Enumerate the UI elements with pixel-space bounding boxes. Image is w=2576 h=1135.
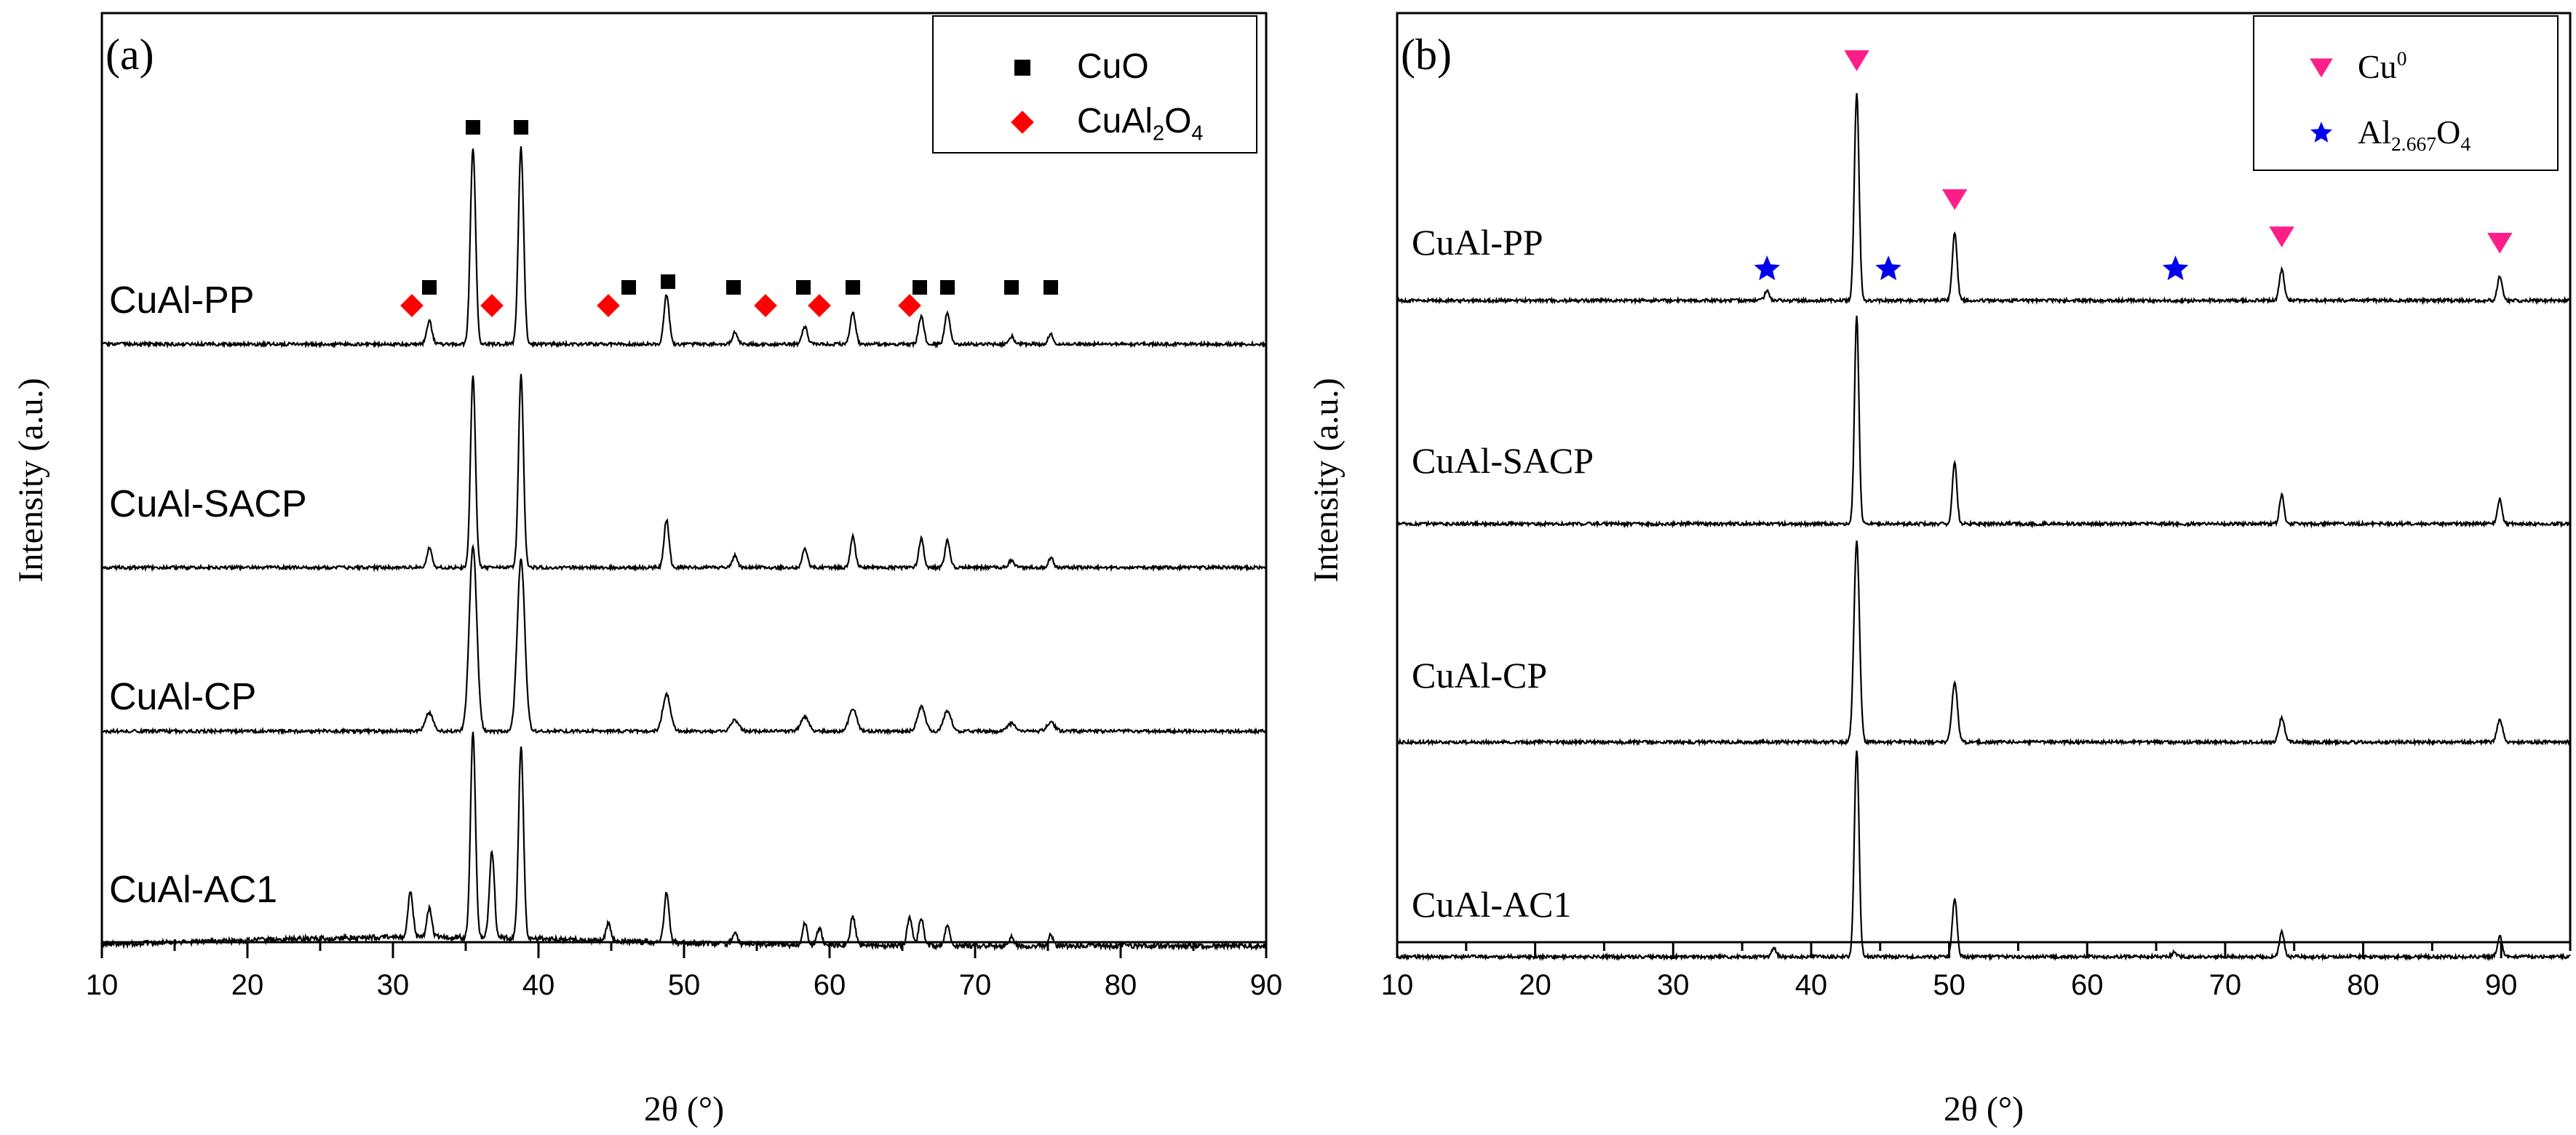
panel-b-traces: CuAl-PP CuAl-SACP CuAl-CP CuAl-AC1 — [1396, 92, 2572, 962]
cuo-marker — [621, 280, 636, 295]
legend-label-main: O — [2436, 114, 2460, 151]
panel-b-frame — [1396, 12, 2572, 944]
series-line — [101, 146, 1267, 349]
series-line — [101, 731, 1267, 952]
legend-label-main: Cu — [2358, 48, 2397, 85]
series-line — [101, 543, 1267, 736]
cuo-marker — [422, 280, 437, 295]
cual2o4-marker — [480, 294, 504, 317]
cual2o4-marker — [597, 294, 620, 317]
legend-label-subscript: 2.667 — [2391, 132, 2436, 155]
legend-label-subscript: 2 — [1153, 122, 1164, 146]
cuo-marker — [796, 280, 811, 295]
panel-a-y-axis-label: Intensity (a.u.) — [12, 378, 50, 582]
cu0-marker — [1844, 50, 1869, 71]
x-tick-label: 70 — [959, 969, 992, 1001]
al-oxide-marker — [1754, 255, 1781, 281]
panel-a-traces: CuAl-PP CuAl-SACP CuAl-CP CuAl-AC1 — [100, 146, 1267, 952]
x-tick-label: 60 — [2071, 969, 2104, 1001]
series-line — [100, 373, 1267, 573]
x-tick-label: 10 — [86, 969, 119, 1001]
x-tick-label: 30 — [1657, 969, 1690, 1001]
panel-a-x-axis-label: 2θ (°) — [644, 1090, 724, 1128]
legend-label-main: CuAl — [1077, 102, 1153, 140]
cu0-marker — [2269, 226, 2294, 247]
series-line — [1396, 315, 2572, 529]
cual2o4-marker — [808, 294, 831, 317]
series-line — [1396, 540, 2571, 747]
panel-b-x-ticks: 10 20 30 40 50 60 70 80 90 — [1381, 942, 2572, 1001]
series-label: CuAl-SACP — [1412, 440, 1594, 481]
al-oxide-marker — [2162, 255, 2189, 281]
cuo-marker — [940, 280, 955, 295]
panel-a-label: (a) — [106, 31, 154, 79]
panel-b-x-axis-label: 2θ (°) — [1944, 1090, 2024, 1128]
panel-b-label: (b) — [1401, 31, 1452, 79]
cu0-marker — [2487, 232, 2513, 254]
x-tick-label: 90 — [2485, 969, 2518, 1001]
cuo-marker — [846, 280, 860, 295]
x-tick-label: 50 — [1933, 969, 1965, 1001]
legend-label-main: CuO — [1077, 47, 1149, 86]
legend-symbol — [2310, 122, 2333, 143]
series-label: CuAl-SACP — [109, 483, 307, 525]
al-oxide-marker — [1875, 255, 1901, 281]
legend-label-superscript: 0 — [2397, 47, 2407, 70]
panel-b-legend: Cu0 Al2.667O4 — [2253, 15, 2559, 171]
panel-a-legend: CuO CuAl2O4 — [932, 15, 1257, 154]
x-tick-label: 40 — [522, 969, 555, 1001]
legend-symbol — [1011, 111, 1034, 134]
panel-b-y-axis-label: Intensity (a.u.) — [1307, 378, 1345, 582]
legend-label-subscript: 4 — [1191, 122, 1203, 146]
cuo-marker — [1043, 280, 1058, 295]
panel-b-markers — [1754, 50, 2513, 281]
panel-a-markers — [400, 120, 1058, 317]
series-label: CuAl-PP — [109, 279, 254, 322]
series-label: CuAl-PP — [1412, 222, 1543, 263]
panel-a-legend-box — [932, 15, 1257, 154]
panel-a-x-ticks: 10 20 30 40 50 60 70 80 90 — [86, 942, 1283, 1001]
cual2o4-marker — [754, 294, 777, 317]
series-label: CuAl-CP — [109, 676, 256, 718]
x-tick-label: 70 — [2209, 969, 2242, 1001]
series-line — [1396, 92, 2571, 306]
x-tick-label: 30 — [377, 969, 410, 1001]
series-label: CuAl-AC1 — [1412, 884, 1571, 925]
series-label: CuAl-CP — [1412, 655, 1547, 696]
x-tick-label: 80 — [2347, 969, 2380, 1001]
cuo-marker — [726, 280, 741, 295]
x-tick-label: 90 — [1250, 969, 1283, 1001]
legend-label: CuAl2O4 — [1077, 102, 1203, 146]
x-tick-label: 80 — [1105, 969, 1137, 1001]
legend-symbol — [2310, 58, 2333, 78]
legend-label: CuO — [1077, 47, 1149, 86]
legend-label: Al2.667O4 — [2358, 114, 2470, 155]
panel-b-legend-box — [2253, 15, 2559, 171]
legend-label-main: O — [1164, 102, 1191, 140]
legend-label: Cu0 — [2358, 47, 2406, 85]
x-tick-label: 10 — [1381, 969, 1414, 1001]
cuo-marker — [466, 120, 480, 135]
x-tick-label: 60 — [814, 969, 846, 1001]
panel-a: (a) 10 20 30 40 50 60 70 80 90 CuAl-PPCuAl-SACPC… — [12, 12, 1283, 1128]
cuo-marker — [1004, 280, 1019, 295]
panel-b: (b) 10 20 30 40 50 60 70 80 90 CuAl-PPCuAl-SACPC… — [1307, 12, 2572, 1128]
cual2o4-marker — [400, 294, 424, 317]
x-tick-label: 20 — [231, 969, 264, 1001]
cual2o4-marker — [898, 294, 921, 317]
x-tick-label: 20 — [1519, 969, 1551, 1001]
x-tick-label: 50 — [668, 969, 701, 1001]
cuo-marker — [913, 280, 927, 295]
cuo-marker — [661, 274, 675, 290]
series-line — [1396, 750, 2571, 962]
cu0-marker — [1941, 189, 1968, 210]
legend-symbol — [1014, 60, 1030, 76]
legend-label-main: Al — [2358, 114, 2391, 151]
legend-label-subscript: 4 — [2460, 132, 2470, 155]
cuo-marker — [514, 120, 528, 135]
series-label: CuAl-AC1 — [109, 869, 277, 911]
x-tick-label: 40 — [1795, 969, 1828, 1001]
